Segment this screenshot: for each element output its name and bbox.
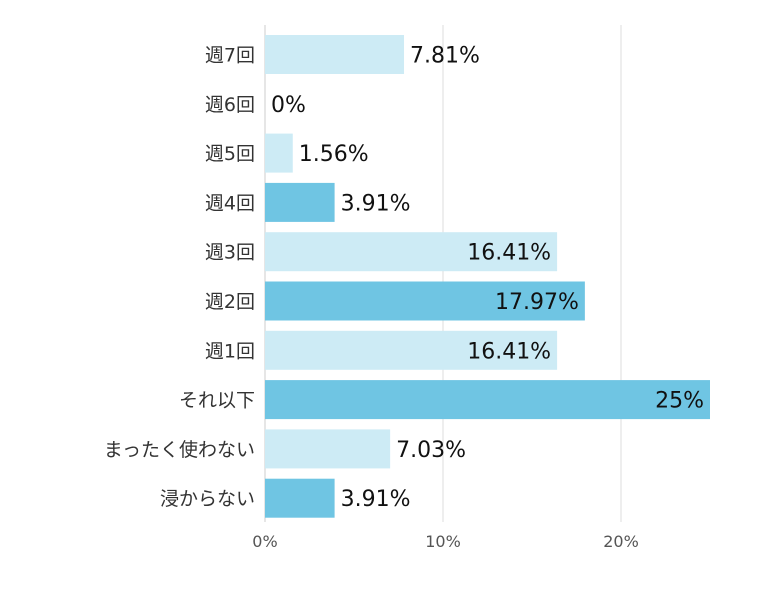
value-labels: 7.81% 0% 1.56% 3.91% 16.41% 17.97% 16.41% 25% 7.… [271,44,704,513]
bar [265,429,391,469]
bar [265,380,710,420]
category-label: 浸からない [160,488,255,510]
value-label: 16.41% [467,241,551,266]
bars [265,35,710,518]
category-label: 週2回 [205,291,255,313]
value-label: 3.91% [341,487,411,512]
value-label: 0% [271,93,306,118]
bar [265,281,585,321]
category-label: 週3回 [205,242,255,264]
x-tick-label: 20% [603,532,639,551]
value-label: 7.81% [410,44,480,69]
value-label: 16.41% [467,339,551,364]
category-label: それ以下 [179,390,255,412]
value-label: 1.56% [299,142,369,167]
bar [265,330,558,370]
bar [265,232,558,272]
category-label: 週5回 [205,143,255,165]
value-label: 3.91% [341,191,411,216]
value-label: 17.97% [495,290,579,315]
category-label: 週7回 [205,45,255,67]
value-label: 25% [655,389,704,414]
category-label: 週6回 [205,94,255,116]
bar [265,133,293,173]
category-label: 週4回 [205,192,255,214]
category-label: 週1回 [205,340,255,362]
x-axis-ticks: 0% 10% 20% [252,532,638,551]
bar [265,182,335,222]
bar [265,478,335,518]
x-tick-label: 0% [252,532,277,551]
x-tick-label: 10% [425,532,461,551]
value-label: 7.03% [396,438,466,463]
bar [265,35,405,74]
category-label: まったく使わない [104,439,255,461]
